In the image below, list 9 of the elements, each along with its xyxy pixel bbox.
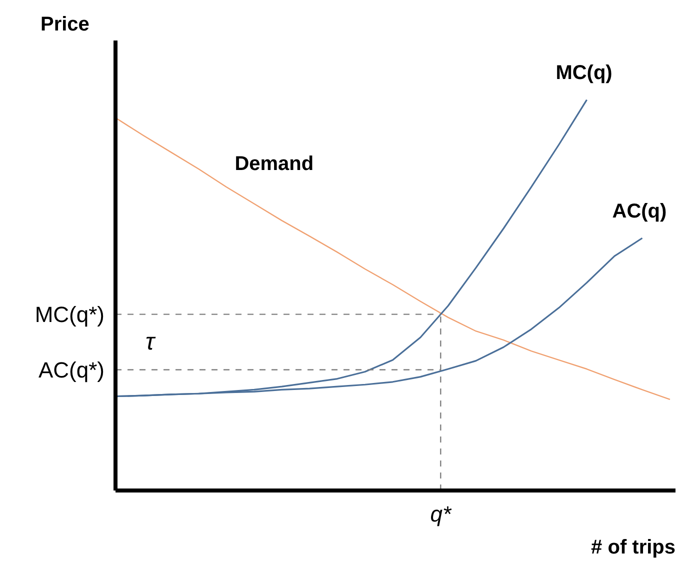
x-axis-title: # of trips <box>591 536 676 558</box>
text: q* <box>430 502 452 526</box>
series-label: MC(q) <box>556 62 612 84</box>
ref-line-label: MC(q*) <box>34 302 105 327</box>
series-label: Demand <box>234 153 314 176</box>
annotation: τ <box>146 328 156 356</box>
series-label: AC(q) <box>612 200 667 223</box>
ref-line-label: AC(q*) <box>38 357 105 382</box>
y-axis-title: Price <box>40 14 90 36</box>
